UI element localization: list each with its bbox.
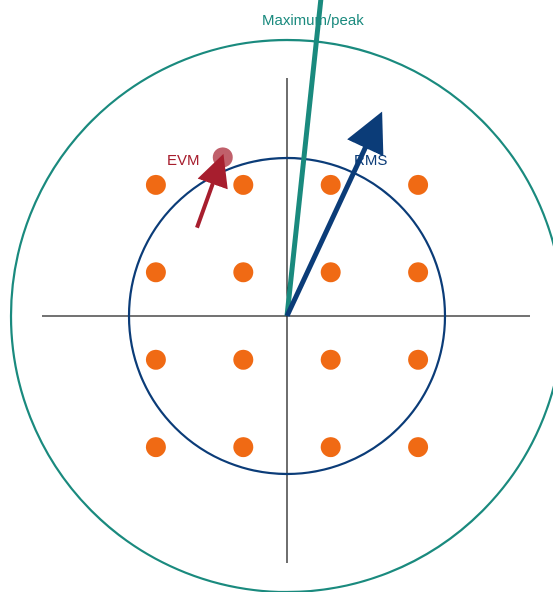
rms-circle — [127, 156, 447, 476]
constellation-point — [145, 437, 166, 458]
constellation-point — [408, 349, 429, 370]
peak-circle — [9, 38, 553, 592]
constellation-point — [320, 174, 341, 195]
constellation-point — [233, 262, 254, 283]
constellation-point — [320, 349, 341, 370]
constellation-point — [145, 262, 166, 283]
measured-point — [212, 147, 233, 168]
constellation-point — [320, 262, 341, 283]
constellation-points — [145, 174, 429, 458]
constellation-point — [145, 349, 166, 370]
peak-label: Maximum/peak — [262, 12, 364, 29]
constellation-point — [233, 174, 254, 195]
constellation-point — [408, 174, 429, 195]
constellation-point — [145, 174, 166, 195]
constellation-point — [233, 437, 254, 458]
rms-label: RMS — [354, 152, 387, 169]
constellation-point — [320, 437, 341, 458]
constellation-point — [408, 262, 429, 283]
rms-vector-arrow — [284, 111, 384, 318]
constellation-point — [233, 349, 254, 370]
constellation-point — [408, 437, 429, 458]
evm-label: EVM — [167, 152, 200, 169]
peak-vector-arrow — [284, 0, 324, 317]
evm-vector-arrow — [195, 153, 228, 229]
